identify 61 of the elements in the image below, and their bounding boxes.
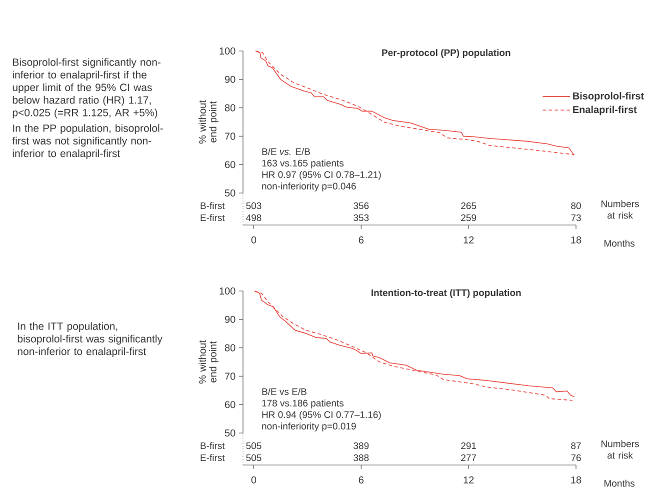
text: 353 [354, 214, 369, 222]
text: 356 [354, 202, 369, 210]
text: 87 [571, 442, 581, 450]
text: 498 [246, 214, 262, 222]
annotation: 163 vs.165 patients [262, 160, 344, 168]
annotation: 178 vs.186 patients [262, 400, 344, 408]
text: In the PP population, bisoprolol-first was not significantly non-inferior to enalapril-first [12, 124, 163, 160]
y-tick-label: 100 [220, 287, 236, 295]
text: 389 [354, 442, 369, 450]
annotation: HR 0.94 (95% CI 0.77–1.16) [262, 411, 381, 420]
legend-label: Enalapril-first [573, 106, 637, 116]
text: Bisoprolol-first significantly non-inferior to enalapril-first if the upper limit of the 95% CI was below hazard ratio (HR) 1.17, p<0.025 (=RR 1.125, AR +5%) [12, 58, 161, 118]
x-tick-label: 6 [358, 476, 364, 484]
text: E-first [200, 454, 225, 462]
text: 80 [571, 202, 581, 210]
legend-label: Bisoprolol-first [573, 92, 644, 102]
y-tick-label: 70 [225, 132, 236, 140]
text: 291 [461, 442, 476, 450]
text: Numbers at risk [602, 440, 639, 459]
y-tick-label: 50 [224, 189, 236, 197]
text: 73 [571, 214, 581, 222]
text: 277 [461, 454, 476, 461]
y-tick-label: 70 [225, 372, 236, 380]
y-tick-label: 100 [220, 47, 236, 55]
text: 505 [246, 454, 262, 462]
annotation: HR 0.97 (95% CI 0.78–1.21) [262, 171, 381, 180]
annotation: non-inferiority p=0.019 [262, 422, 356, 432]
annotation: non-inferiority p=0.046 [262, 182, 356, 192]
text: 388 [354, 454, 369, 462]
x-tick-label: 6 [358, 236, 364, 244]
text: 503 [246, 202, 262, 210]
text: 505 [246, 442, 262, 450]
x-tick-label: 0 [251, 476, 256, 484]
y-tick-label: 90 [224, 76, 236, 83]
chart-title: Intention-to-treat (ITT) population [372, 289, 521, 298]
x-axis-title: Months [604, 240, 635, 247]
text: B-first [200, 202, 225, 210]
x-axis-title: Months [604, 480, 635, 487]
annotation: B/E vs E/B [262, 388, 306, 396]
y-tick-label: 60 [225, 401, 236, 408]
text: B-first [200, 442, 225, 450]
x-tick-label: 0 [251, 236, 256, 244]
x-tick-label: 12 [464, 236, 474, 244]
text: In the ITT population, bisoprolol-first was significantly non-inferior to enalapril-first [18, 322, 162, 358]
y-tick-label: 80 [224, 344, 236, 352]
text: 76 [571, 454, 581, 462]
text: Numbers at risk [602, 200, 639, 219]
chart-title: Per-protocol (PP) population [382, 49, 510, 58]
x-tick-label: 18 [571, 476, 582, 484]
x-tick-label: 12 [464, 476, 474, 484]
x-tick-label: 18 [571, 236, 582, 244]
y-axis-title: % without end point [198, 100, 218, 144]
text: E-first [200, 214, 225, 222]
y-tick-label: 90 [224, 316, 236, 323]
y-tick-label: 60 [225, 161, 236, 168]
y-axis-title: % without end point [198, 340, 218, 384]
annotation: B/E vs. E/B [262, 148, 310, 156]
y-tick-label: 80 [224, 104, 236, 112]
text: 259 [461, 214, 476, 222]
y-tick-label: 50 [224, 429, 236, 437]
text: 265 [461, 202, 476, 210]
